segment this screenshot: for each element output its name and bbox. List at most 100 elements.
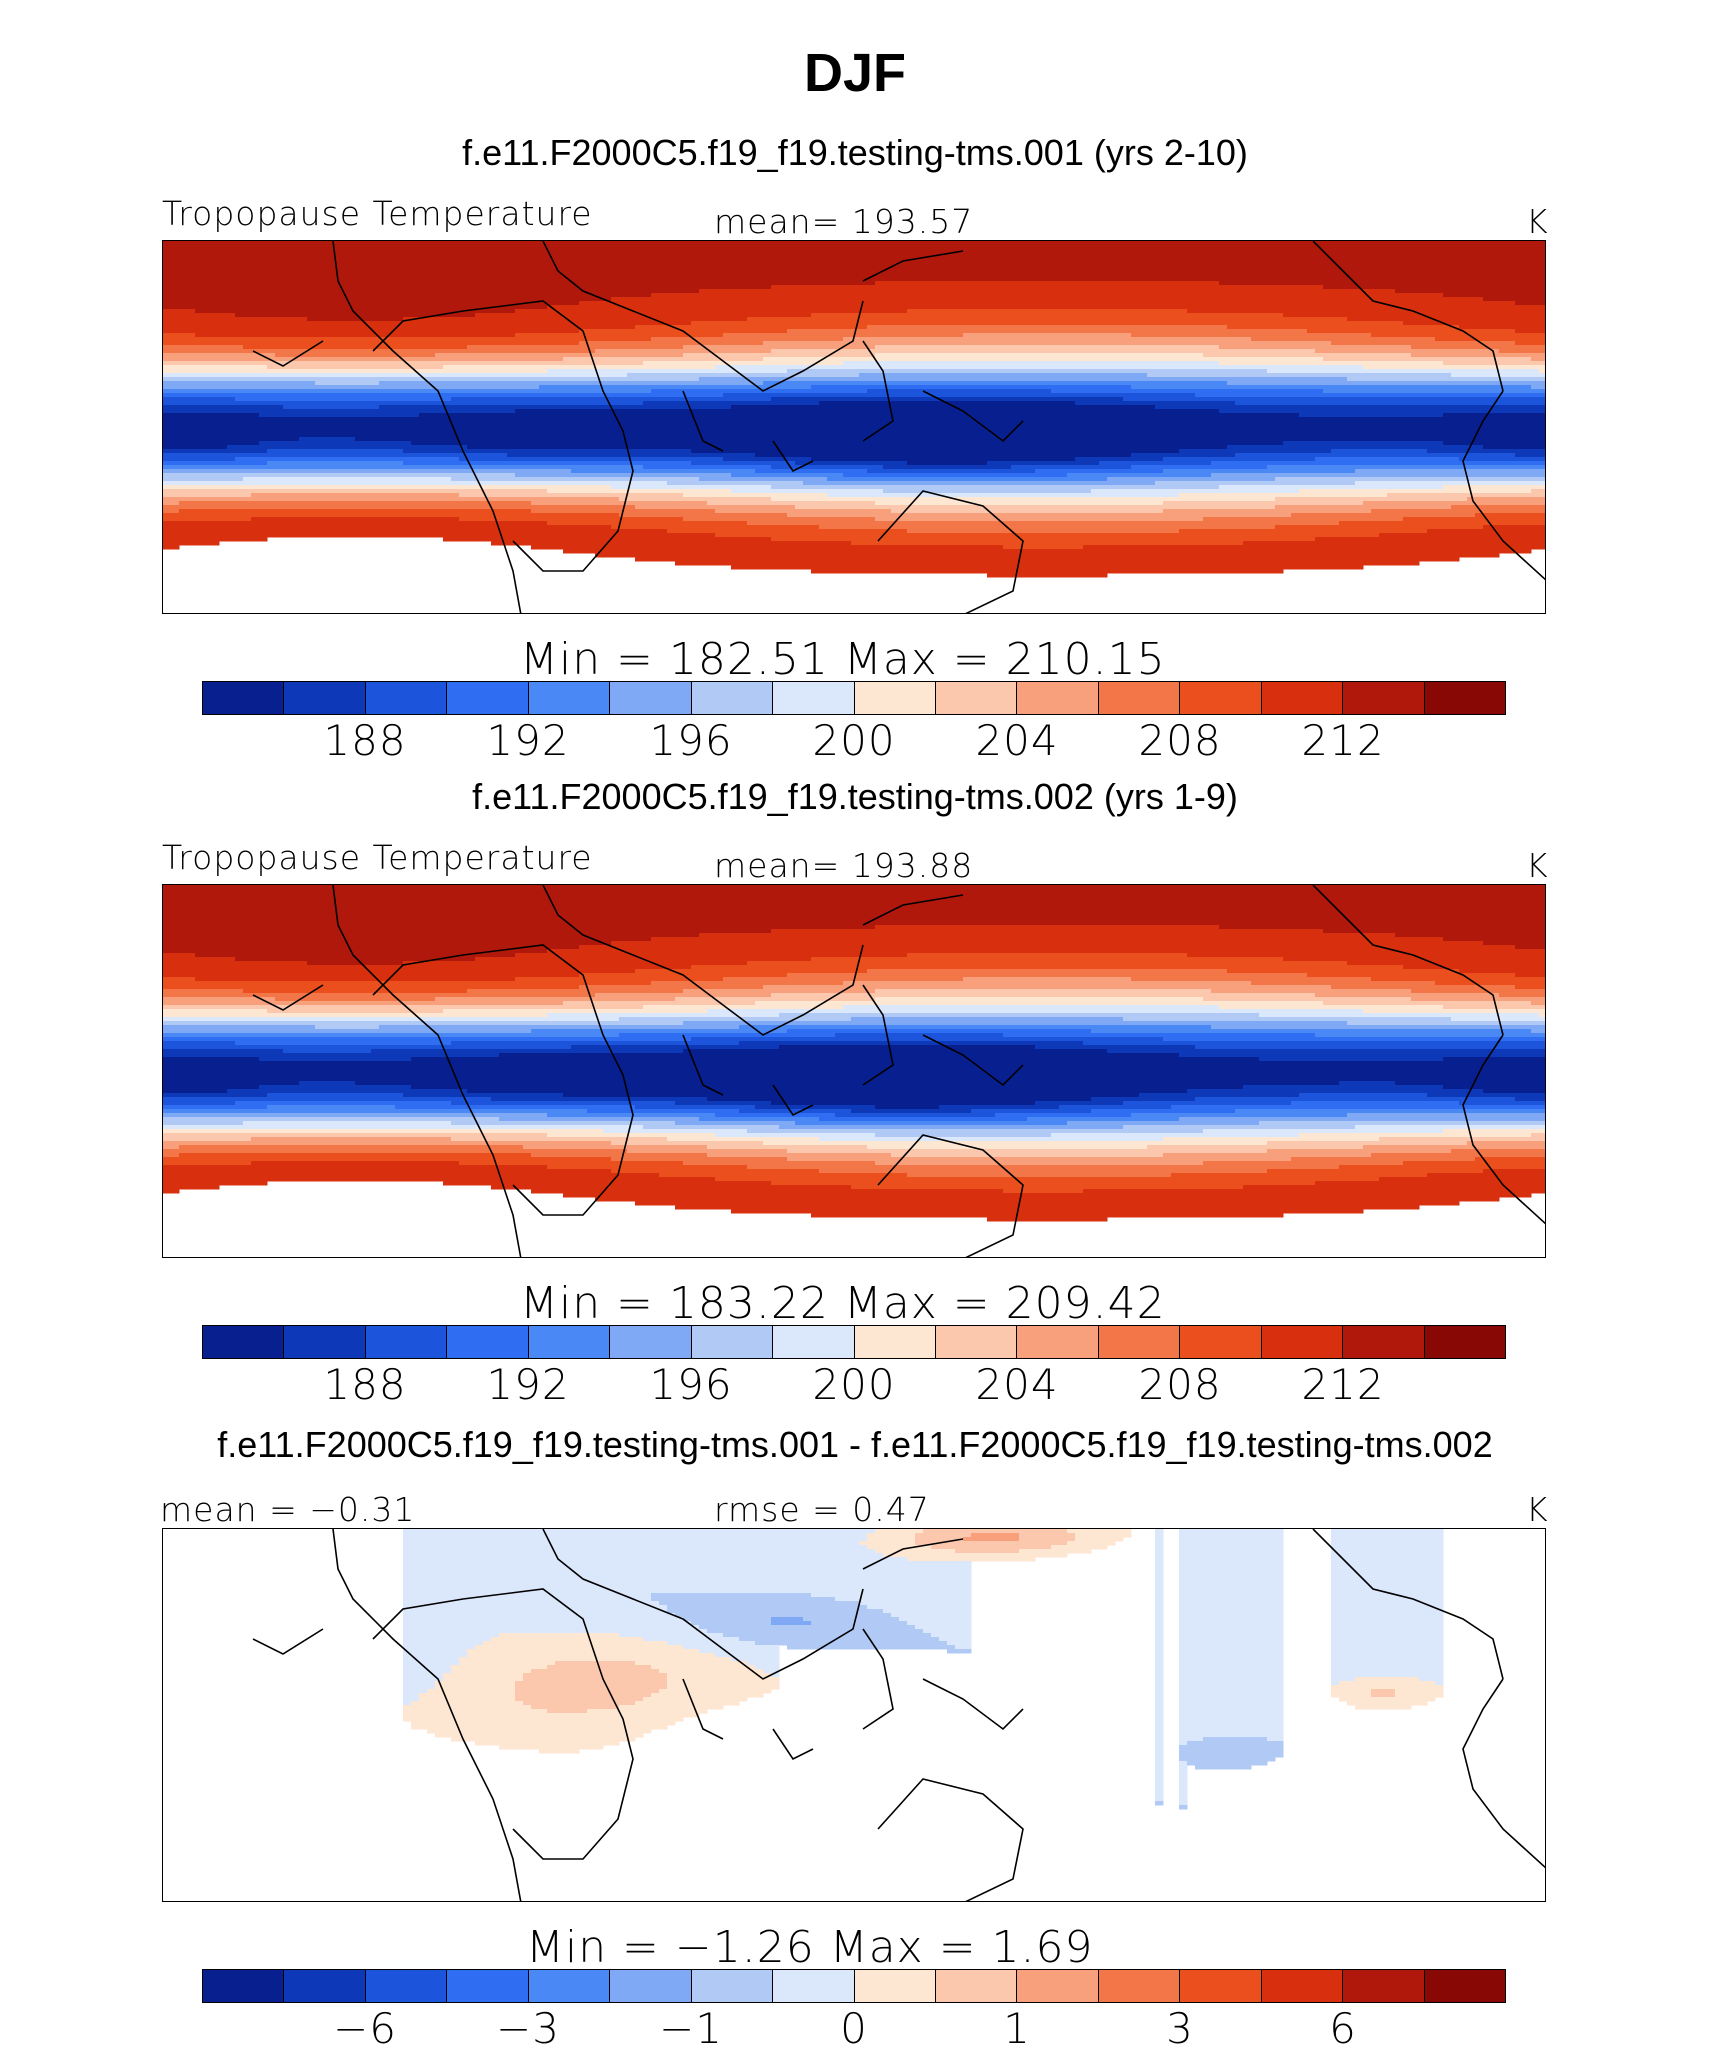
- contour-cell: [1539, 397, 1545, 406]
- contour-cell: [947, 521, 956, 534]
- contour-cell: [1307, 349, 1316, 358]
- contour-cell: [163, 997, 172, 1006]
- contour-cell: [475, 489, 484, 498]
- contour-cell: [587, 409, 596, 450]
- contour-cell: [875, 545, 884, 574]
- contour-cell: [947, 389, 956, 398]
- contour-cell: [555, 461, 564, 466]
- contour-cell: [1459, 241, 1468, 298]
- contour-cell: [187, 989, 196, 998]
- contour-cell: [1307, 513, 1316, 526]
- contour-cell: [587, 357, 596, 366]
- contour-cell: [363, 349, 372, 358]
- contour-cell: [1419, 241, 1428, 294]
- contour-cell: [899, 337, 908, 346]
- contour-cell: [1435, 397, 1444, 406]
- contour-cell: [579, 449, 588, 458]
- contour-cell: [451, 353, 460, 362]
- coastline: [332, 241, 522, 613]
- contour-cell: [651, 325, 660, 338]
- contour-cell: [163, 469, 172, 474]
- contour-cell: [907, 325, 916, 338]
- contour-cell: [1107, 513, 1116, 522]
- contour-cell: [1275, 497, 1284, 506]
- contour-cell: [1331, 317, 1340, 334]
- contour-cell: [1339, 377, 1348, 386]
- contour-cell: [1259, 385, 1268, 390]
- contour-cell: [1219, 357, 1228, 366]
- contour-cell: [931, 477, 940, 482]
- contour-cell: [339, 509, 348, 518]
- contour-cell: [827, 381, 836, 386]
- contour-cell: [619, 405, 628, 410]
- contour-cell: [179, 1025, 188, 1034]
- contour-cell: [1307, 285, 1316, 318]
- contour-cell: [1163, 345, 1172, 354]
- contour-cell: [219, 481, 228, 486]
- contour-cell: [811, 477, 820, 486]
- contour-cell: [723, 485, 732, 490]
- contour-cell: [163, 365, 172, 374]
- contour-cell: [787, 469, 796, 474]
- contour-cell: [971, 397, 980, 402]
- contour-cell: [1523, 465, 1532, 470]
- contour-cell: [163, 333, 172, 346]
- contour-cell: [1219, 481, 1228, 486]
- contour-cell: [907, 281, 916, 310]
- contour-cell: [211, 461, 220, 466]
- contour-cell: [1483, 449, 1492, 454]
- contour-cell: [867, 285, 876, 314]
- contour-cell: [491, 497, 500, 502]
- contour-cell: [243, 489, 252, 498]
- contour-cell: [923, 505, 932, 514]
- contour-cell: [1115, 345, 1124, 354]
- contour-cell: [683, 489, 692, 498]
- contour-cell: [891, 461, 900, 470]
- contour-cell: [1139, 389, 1148, 394]
- contour-cell: [251, 465, 260, 470]
- contour-cell: [963, 469, 972, 474]
- contour-cell: [643, 349, 652, 358]
- contour-cell: [499, 397, 508, 406]
- contour-cell: [395, 321, 404, 338]
- contour-cell: [1171, 477, 1180, 482]
- contour-cell: [459, 317, 468, 338]
- contour-cell: [411, 317, 420, 338]
- contour-cell: [915, 389, 924, 398]
- contour-cell: [1019, 465, 1028, 474]
- contour-cell: [299, 501, 308, 510]
- contour-cell: [427, 405, 436, 414]
- contour-cell: [1299, 329, 1308, 342]
- contour-cell: [1123, 369, 1132, 374]
- contour-cell: [739, 321, 748, 334]
- contour-cell: [1483, 377, 1492, 382]
- contour-cell: [1019, 333, 1028, 346]
- contour-cell: [1179, 477, 1188, 482]
- contour-cell: [875, 325, 884, 338]
- contour-cell: [1379, 497, 1388, 502]
- contour-cell: [651, 369, 660, 374]
- contour-cell: [579, 505, 588, 514]
- contour-cell: [355, 241, 364, 322]
- contour-cell: [411, 241, 420, 318]
- contour-cell: [1043, 549, 1052, 578]
- contour-cell: [1171, 489, 1180, 498]
- contour-cell: [835, 489, 844, 498]
- contour-cell: [443, 353, 452, 362]
- contour-cell: [171, 1033, 180, 1038]
- contour-cell: [1107, 373, 1116, 382]
- contour-cell: [979, 513, 988, 522]
- contour-cell: [179, 1033, 188, 1038]
- contour-cell: [643, 501, 652, 510]
- contour-cell: [763, 481, 772, 486]
- contour-cell: [931, 545, 940, 574]
- contour-cell: [1523, 381, 1532, 386]
- contour-cell: [1299, 489, 1308, 498]
- contour-cell: [851, 485, 860, 490]
- contour-cell: [1035, 345, 1044, 354]
- contour-cell: [523, 309, 532, 334]
- contour-cell: [1427, 361, 1436, 370]
- contour-cell: [843, 337, 852, 350]
- contour-cell: [987, 473, 996, 478]
- contour-cell: [347, 377, 356, 386]
